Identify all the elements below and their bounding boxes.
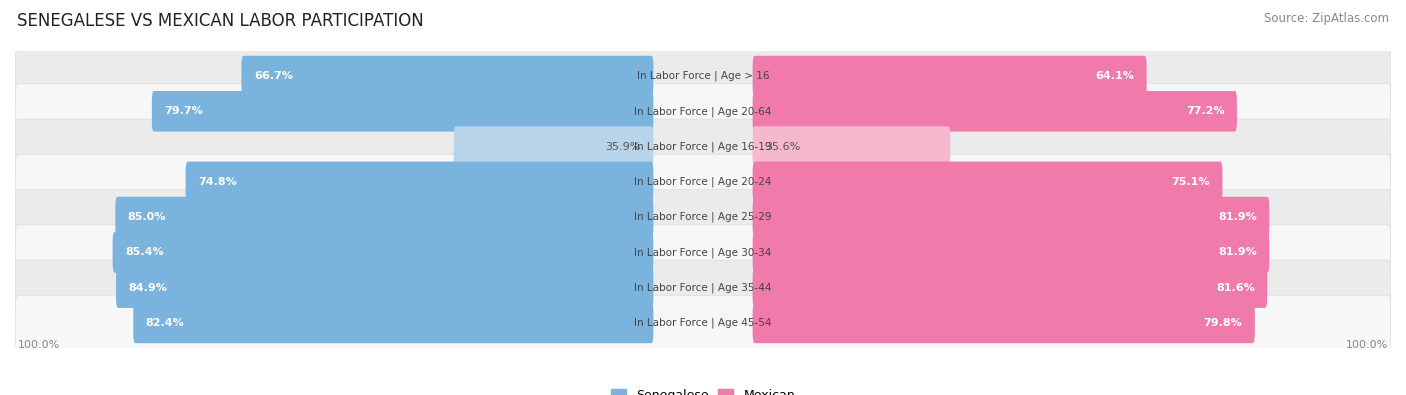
- FancyBboxPatch shape: [117, 267, 654, 308]
- FancyBboxPatch shape: [15, 49, 1391, 103]
- Text: In Labor Force | Age 45-54: In Labor Force | Age 45-54: [634, 318, 772, 328]
- Text: 79.7%: 79.7%: [165, 106, 202, 116]
- Text: 64.1%: 64.1%: [1095, 71, 1135, 81]
- Text: 84.9%: 84.9%: [128, 283, 167, 293]
- Text: 79.8%: 79.8%: [1204, 318, 1243, 328]
- Text: 81.9%: 81.9%: [1218, 247, 1257, 258]
- FancyBboxPatch shape: [15, 295, 1391, 350]
- FancyBboxPatch shape: [752, 162, 1222, 202]
- Text: Source: ZipAtlas.com: Source: ZipAtlas.com: [1264, 12, 1389, 25]
- FancyBboxPatch shape: [752, 126, 950, 167]
- FancyBboxPatch shape: [15, 190, 1391, 245]
- Text: In Labor Force | Age 20-64: In Labor Force | Age 20-64: [634, 106, 772, 117]
- Text: 66.7%: 66.7%: [254, 71, 292, 81]
- Text: 82.4%: 82.4%: [146, 318, 184, 328]
- FancyBboxPatch shape: [134, 303, 654, 343]
- Text: 77.2%: 77.2%: [1185, 106, 1225, 116]
- Text: 35.9%: 35.9%: [606, 141, 641, 152]
- Text: In Labor Force | Age 30-34: In Labor Force | Age 30-34: [634, 247, 772, 258]
- Text: In Labor Force | Age 35-44: In Labor Force | Age 35-44: [634, 282, 772, 293]
- Text: 100.0%: 100.0%: [1347, 340, 1389, 350]
- FancyBboxPatch shape: [752, 91, 1237, 132]
- FancyBboxPatch shape: [152, 91, 654, 132]
- Text: 74.8%: 74.8%: [198, 177, 236, 187]
- Text: In Labor Force | Age 16-19: In Labor Force | Age 16-19: [634, 141, 772, 152]
- FancyBboxPatch shape: [15, 225, 1391, 280]
- FancyBboxPatch shape: [115, 197, 654, 237]
- FancyBboxPatch shape: [752, 232, 1270, 273]
- FancyBboxPatch shape: [752, 56, 1147, 96]
- FancyBboxPatch shape: [15, 154, 1391, 209]
- FancyBboxPatch shape: [454, 126, 654, 167]
- Text: SENEGALESE VS MEXICAN LABOR PARTICIPATION: SENEGALESE VS MEXICAN LABOR PARTICIPATIO…: [17, 12, 423, 30]
- FancyBboxPatch shape: [112, 232, 654, 273]
- Text: 85.0%: 85.0%: [128, 212, 166, 222]
- Legend: Senegalese, Mexican: Senegalese, Mexican: [606, 384, 800, 395]
- FancyBboxPatch shape: [186, 162, 654, 202]
- FancyBboxPatch shape: [15, 260, 1391, 315]
- Text: In Labor Force | Age 20-24: In Labor Force | Age 20-24: [634, 177, 772, 187]
- FancyBboxPatch shape: [752, 197, 1270, 237]
- FancyBboxPatch shape: [15, 84, 1391, 139]
- Text: 35.6%: 35.6%: [765, 141, 800, 152]
- Text: In Labor Force | Age 25-29: In Labor Force | Age 25-29: [634, 212, 772, 222]
- Text: 85.4%: 85.4%: [125, 247, 163, 258]
- FancyBboxPatch shape: [15, 119, 1391, 174]
- Text: In Labor Force | Age > 16: In Labor Force | Age > 16: [637, 71, 769, 81]
- FancyBboxPatch shape: [752, 303, 1254, 343]
- Text: 81.6%: 81.6%: [1216, 283, 1254, 293]
- Text: 100.0%: 100.0%: [17, 340, 59, 350]
- Text: 75.1%: 75.1%: [1171, 177, 1211, 187]
- FancyBboxPatch shape: [752, 267, 1267, 308]
- FancyBboxPatch shape: [242, 56, 654, 96]
- Text: 81.9%: 81.9%: [1218, 212, 1257, 222]
